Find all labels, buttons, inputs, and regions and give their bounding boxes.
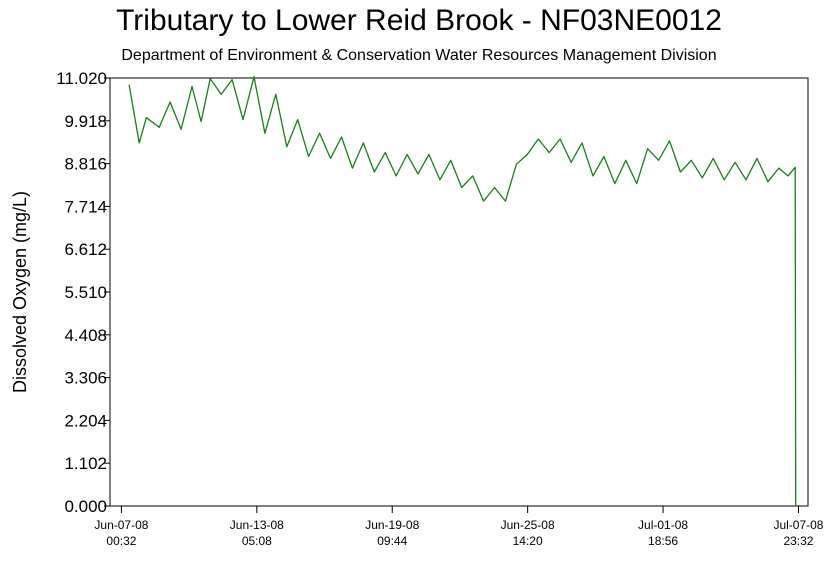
x-tick-label-date: Jul-01-08: [638, 518, 688, 532]
x-tick-label-time: 18:56: [648, 534, 678, 548]
y-axis-label: Dissolved Oxygen (mg/L): [10, 191, 30, 393]
series-line: [128, 76, 797, 507]
y-tick-label: 11.020: [56, 69, 107, 88]
plot-frame: [109, 77, 809, 507]
y-tick-label: 1.102: [64, 454, 107, 473]
x-tick-label-date: Jun-25-08: [501, 518, 555, 532]
x-tick-label-time: 09:44: [377, 534, 407, 548]
y-tick-label: 2.204: [64, 411, 107, 430]
y-tick-label: 4.408: [64, 326, 107, 345]
chart-subtitle: Department of Environment & Conservation…: [121, 47, 717, 64]
x-tick-label-date: Jun-19-08: [365, 518, 419, 532]
y-tick-label: 3.306: [64, 369, 107, 388]
y-tick-label: 7.714: [64, 197, 107, 216]
y-tick-label: 8.816: [64, 155, 107, 174]
x-tick-label-date: Jul-07-08: [773, 518, 823, 532]
x-tick-label-date: Jun-13-08: [230, 518, 284, 532]
y-tick-label: 6.612: [64, 240, 107, 259]
y-tick-label: 9.918: [64, 112, 107, 131]
x-tick-label-time: 00:32: [106, 534, 136, 548]
x-tick-label-date: Jun-07-08: [94, 518, 148, 532]
y-tick-label: 0.000: [64, 497, 107, 516]
y-tick-label: 5.510: [64, 283, 107, 302]
x-tick-label-time: 05:08: [242, 534, 272, 548]
chart-title: Tributary to Lower Reid Brook - NF03NE00…: [116, 4, 722, 37]
x-tick-label-time: 23:32: [783, 534, 813, 548]
x-tick-label-time: 14:20: [513, 534, 543, 548]
